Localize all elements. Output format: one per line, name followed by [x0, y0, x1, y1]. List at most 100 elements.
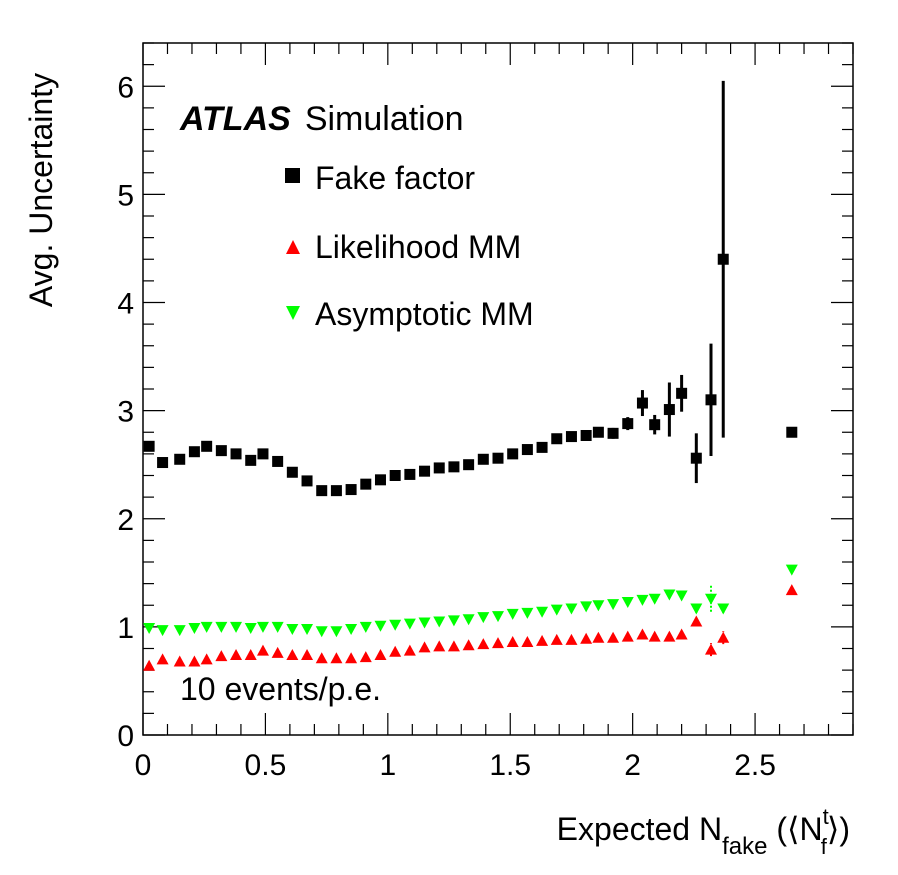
point-likelihood-mm: [301, 648, 314, 660]
series-fake-factor: [143, 80, 798, 497]
point-fake-factor: [419, 465, 431, 477]
point-asymptotic-mm: [477, 612, 490, 624]
point-fake-factor: [580, 429, 592, 441]
y-tick-label: 0: [117, 720, 134, 753]
point-asymptotic-mm: [301, 624, 314, 636]
point-asymptotic-mm: [330, 626, 343, 638]
point-asymptotic-mm: [433, 616, 446, 628]
point-asymptotic-mm: [143, 622, 156, 634]
point-asymptotic-mm: [447, 615, 460, 627]
legend-marker-asymptotic-mm: [286, 306, 300, 320]
point-likelihood-mm: [621, 630, 634, 642]
point-fake-factor: [433, 462, 445, 474]
point-fake-factor: [230, 448, 242, 460]
point-fake-factor: [174, 453, 186, 465]
x-tick-label: 2: [624, 749, 641, 782]
experiment-suffix: Simulation: [305, 100, 464, 138]
x-label-sub: fake: [722, 833, 767, 860]
point-fake-factor: [301, 475, 313, 487]
point-likelihood-mm: [663, 630, 676, 642]
point-asymptotic-mm: [230, 621, 243, 633]
point-likelihood-mm: [521, 636, 534, 648]
x-axis-label: Expected Nfake (⟨Nt f⟩): [557, 804, 850, 860]
point-likelihood-mm: [550, 633, 563, 645]
point-asymptotic-mm: [359, 621, 372, 633]
point-likelihood-mm: [345, 652, 358, 664]
point-fake-factor: [201, 440, 213, 452]
point-asymptotic-mm: [244, 622, 257, 634]
point-likelihood-mm: [705, 643, 717, 655]
point-fake-factor: [521, 444, 533, 456]
point-asymptotic-mm: [345, 624, 358, 636]
point-fake-factor: [705, 394, 717, 406]
point-likelihood-mm: [462, 639, 475, 651]
point-asymptotic-mm: [550, 604, 563, 616]
point-asymptotic-mm: [403, 618, 416, 630]
point-fake-factor: [565, 431, 577, 443]
x-label-paren-close: ⟩): [827, 811, 850, 847]
point-fake-factor: [663, 404, 675, 416]
point-fake-factor: [143, 440, 155, 452]
point-fake-factor: [676, 387, 688, 399]
point-fake-factor: [507, 448, 519, 460]
point-fake-factor: [360, 478, 372, 490]
point-likelihood-mm: [188, 655, 201, 667]
legend-marker-likelihood-mm: [286, 240, 300, 254]
point-asymptotic-mm: [607, 599, 620, 611]
point-likelihood-mm: [447, 640, 460, 652]
point-asymptotic-mm: [389, 619, 402, 631]
point-fake-factor: [157, 457, 169, 469]
y-tick-label: 4: [117, 288, 134, 321]
x-label-sup: t: [823, 804, 829, 829]
point-fake-factor: [245, 454, 257, 466]
x-tick-labels: 0 0.5 1 1.5 2 2.5: [135, 749, 776, 782]
point-likelihood-mm: [359, 651, 372, 663]
point-fake-factor: [717, 253, 729, 265]
point-likelihood-mm: [173, 655, 186, 667]
point-asymptotic-mm: [286, 624, 299, 636]
legend-label-fake-factor: Fake factor: [315, 160, 475, 196]
point-asymptotic-mm: [705, 593, 717, 605]
point-likelihood-mm: [230, 648, 243, 660]
point-asymptotic-mm: [374, 620, 387, 632]
series-likelihood-mm: [143, 584, 798, 671]
y-tick-labels: 0 1 2 3 4 5 6: [117, 71, 134, 753]
point-likelihood-mm: [592, 631, 605, 643]
point-fake-factor: [636, 397, 648, 409]
point-fake-factor: [477, 453, 489, 465]
point-asymptotic-mm: [271, 621, 284, 633]
point-fake-factor: [649, 419, 661, 431]
point-fake-factor: [257, 448, 269, 460]
legend: Fake factor Likelihood MM Asymptotic MM: [285, 160, 534, 332]
point-likelihood-mm: [330, 652, 343, 664]
y-tick-label: 1: [117, 612, 134, 645]
x-tick-label: 2.5: [734, 749, 776, 782]
events-annotation: 10 events/p.e.: [180, 671, 381, 707]
point-fake-factor: [592, 426, 604, 438]
point-likelihood-mm: [315, 652, 328, 664]
point-fake-factor: [607, 427, 619, 439]
point-likelihood-mm: [374, 648, 387, 660]
point-likelihood-mm: [636, 628, 649, 640]
point-asymptotic-mm: [621, 597, 634, 609]
point-asymptotic-mm: [492, 611, 504, 623]
point-likelihood-mm: [565, 633, 578, 645]
point-fake-factor: [286, 466, 298, 478]
point-likelihood-mm: [389, 645, 402, 657]
experiment-label: ATLAS Simulation: [179, 100, 464, 138]
point-asymptotic-mm: [785, 564, 798, 576]
point-asymptotic-mm: [215, 621, 228, 633]
point-asymptotic-mm: [315, 626, 328, 638]
x-label-main: Expected N: [557, 811, 722, 847]
y-tick-label: 5: [117, 179, 134, 212]
point-fake-factor: [551, 433, 563, 445]
point-likelihood-mm: [271, 646, 284, 658]
legend-label-asymptotic-mm: Asymptotic MM: [315, 296, 534, 332]
point-asymptotic-mm: [675, 590, 688, 602]
point-fake-factor: [463, 459, 475, 471]
y-tick-label: 2: [117, 504, 134, 537]
point-likelihood-mm: [143, 659, 156, 671]
point-fake-factor: [448, 461, 460, 473]
point-asymptotic-mm: [506, 608, 519, 620]
